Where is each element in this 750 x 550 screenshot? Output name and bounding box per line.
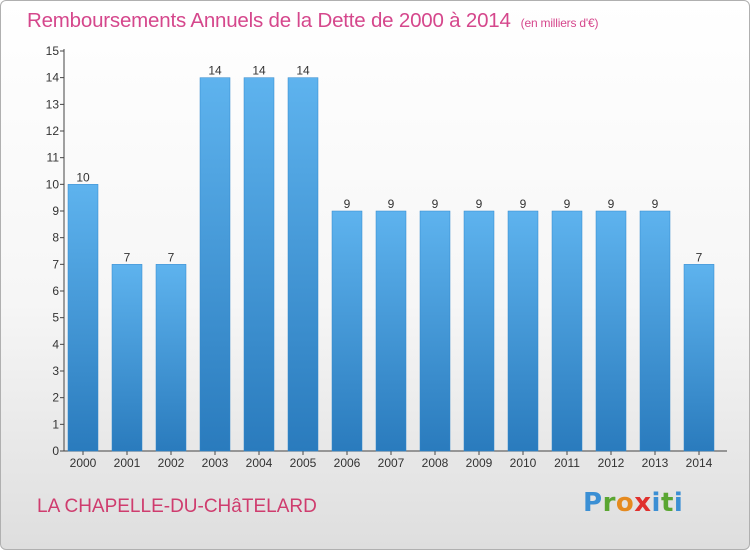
y-tick-label: 3 <box>52 364 59 378</box>
x-tick-label: 2010 <box>510 456 537 470</box>
x-tick-label: 2011 <box>554 456 580 470</box>
bar-value-label: 9 <box>388 197 395 211</box>
bar-value-label: 9 <box>344 197 351 211</box>
y-tick-label: 12 <box>46 124 60 138</box>
bar-value-label: 9 <box>476 197 483 211</box>
logo-letter: r <box>602 488 616 518</box>
logo-letter: t <box>660 488 674 518</box>
bar-value-label: 7 <box>124 250 131 264</box>
bar <box>419 210 451 452</box>
proxiti-logo: Proxiti <box>583 488 683 518</box>
bar <box>243 77 275 452</box>
logo-letter: x <box>634 488 652 518</box>
chart-title: Remboursements Annuels de la Dette de 20… <box>27 9 598 33</box>
y-tick-label: 8 <box>52 231 59 245</box>
commune-name: LA CHAPELLE-DU-CHâTELARD <box>37 496 317 517</box>
bar <box>639 210 671 452</box>
bar <box>111 264 143 452</box>
x-tick-label: 2001 <box>114 456 141 470</box>
bar <box>683 264 715 452</box>
x-tick-label: 2009 <box>466 456 493 470</box>
x-tick-label: 2005 <box>290 456 317 470</box>
bar <box>595 210 627 452</box>
bar <box>67 184 99 452</box>
x-tick-label: 2003 <box>202 456 229 470</box>
y-tick-label: 9 <box>52 204 59 218</box>
logo-letter: i <box>673 488 684 518</box>
x-tick-label: 2000 <box>70 456 97 470</box>
bar-value-label: 14 <box>208 64 222 78</box>
y-tick-label: 7 <box>52 257 59 271</box>
x-tick-label: 2013 <box>642 456 669 470</box>
chart-subtitle: (en milliers d'€) <box>520 16 599 30</box>
x-tick-label: 2006 <box>334 456 361 470</box>
bar-value-label: 7 <box>168 250 175 264</box>
y-tick-label: 5 <box>52 311 59 325</box>
y-tick-label: 1 <box>52 417 59 431</box>
bar <box>507 210 539 452</box>
bar <box>463 210 495 452</box>
y-tick-label: 13 <box>46 97 60 111</box>
bar-value-label: 9 <box>520 197 527 211</box>
bar-value-label: 9 <box>564 197 571 211</box>
bar-value-label: 9 <box>652 197 659 211</box>
x-tick-label: 2012 <box>598 456 625 470</box>
y-tick-label: 4 <box>52 337 59 351</box>
bars <box>67 77 715 452</box>
labels: 0123456789101112131415102000720017200214… <box>46 44 713 470</box>
bar-value-label: 9 <box>432 197 439 211</box>
bar <box>375 210 407 452</box>
logo-letter: i <box>651 488 661 518</box>
x-tick-label: 2014 <box>686 456 713 470</box>
bar <box>199 77 231 452</box>
bar-value-label: 14 <box>252 64 266 78</box>
bar <box>551 210 583 452</box>
chart-title-text: Remboursements Annuels de la Dette de 20… <box>27 9 511 32</box>
y-tick-label: 10 <box>46 177 60 191</box>
y-tick-label: 14 <box>46 71 60 85</box>
y-tick-label: 0 <box>52 444 59 458</box>
bar-value-label: 10 <box>76 170 90 184</box>
y-tick-label: 2 <box>52 391 59 405</box>
x-tick-label: 2008 <box>422 456 449 470</box>
logo-letter: P <box>583 488 603 518</box>
bar-value-label: 7 <box>696 250 703 264</box>
bar <box>155 264 187 452</box>
y-tick-label: 11 <box>47 151 60 165</box>
bar-value-label: 9 <box>608 197 615 211</box>
y-tick-label: 6 <box>52 284 59 298</box>
bar-value-label: 14 <box>296 64 310 78</box>
logo-letter: o <box>615 488 635 518</box>
bar <box>331 210 363 452</box>
x-tick-label: 2004 <box>246 456 273 470</box>
x-tick-label: 2002 <box>158 456 185 470</box>
y-tick-label: 15 <box>46 44 60 58</box>
bar <box>287 77 319 452</box>
x-tick-label: 2007 <box>378 456 405 470</box>
